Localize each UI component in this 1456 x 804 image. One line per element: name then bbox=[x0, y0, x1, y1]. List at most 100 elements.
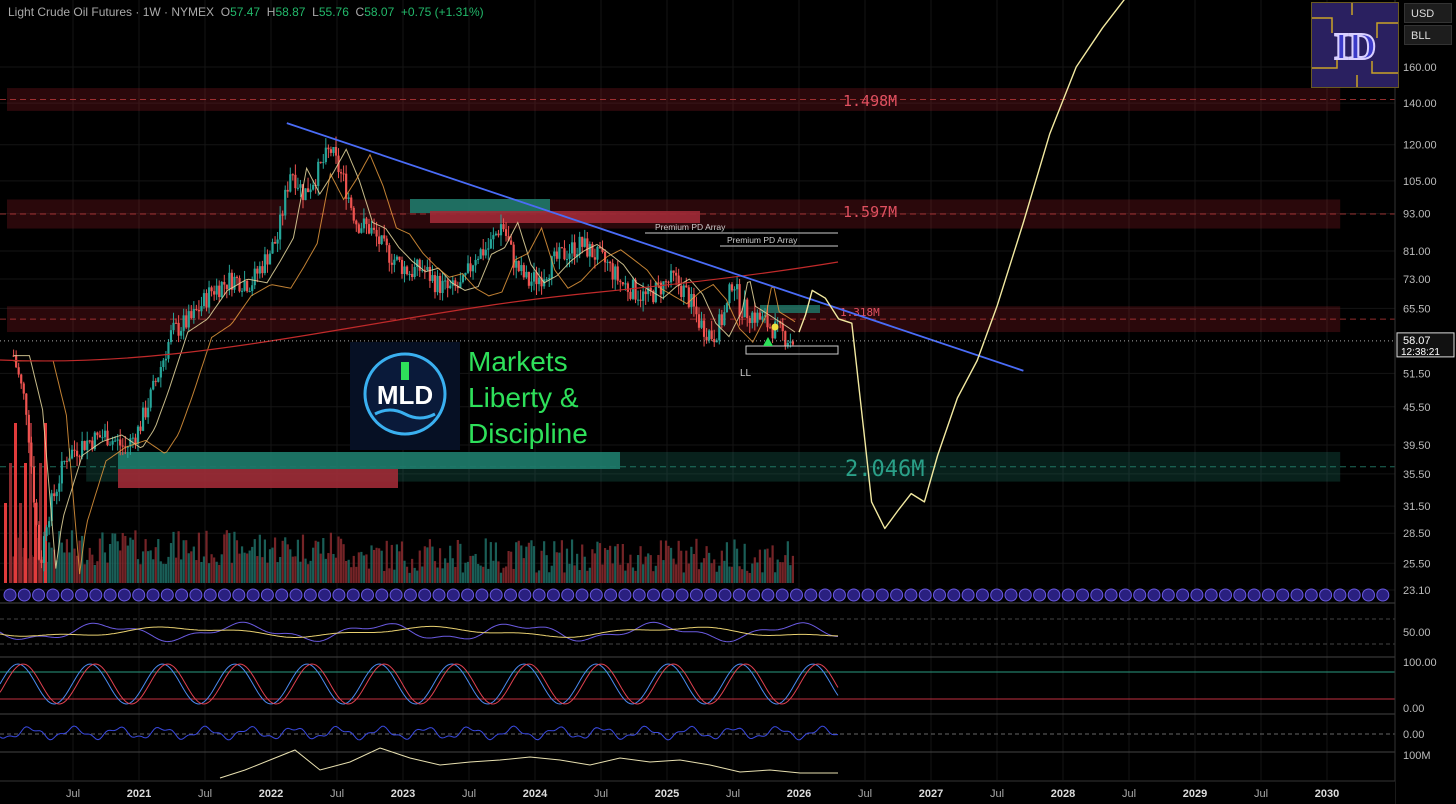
candle-body bbox=[771, 327, 774, 339]
candle-body bbox=[598, 246, 602, 249]
candle-body bbox=[558, 247, 561, 259]
candle-body bbox=[334, 147, 338, 156]
candle-body bbox=[713, 338, 716, 343]
candle-body bbox=[253, 268, 256, 286]
ma-fast-line bbox=[13, 148, 796, 569]
time-tick-label: Jul bbox=[858, 788, 872, 800]
volume-bar bbox=[240, 546, 244, 583]
volume-bar bbox=[459, 543, 462, 583]
candle-body bbox=[784, 331, 787, 346]
volume-bar bbox=[449, 545, 452, 583]
volume-bar bbox=[702, 558, 706, 583]
volume-bar bbox=[768, 557, 772, 583]
candle-body bbox=[106, 430, 109, 446]
volume-bar bbox=[537, 570, 541, 583]
event-marker-icon bbox=[518, 588, 532, 602]
candle-body bbox=[403, 266, 406, 274]
volume-bar bbox=[697, 569, 701, 583]
volume-bar bbox=[50, 547, 53, 583]
candle-body bbox=[459, 282, 462, 289]
volume-bar bbox=[713, 559, 716, 583]
event-marker-icon bbox=[1004, 588, 1018, 602]
volume-bar bbox=[78, 540, 81, 583]
volume-bar bbox=[741, 569, 744, 583]
unit-badge[interactable]: BLL bbox=[1404, 25, 1452, 45]
candle-body bbox=[114, 440, 117, 442]
volume-bar bbox=[576, 553, 579, 583]
candle-body bbox=[180, 330, 183, 336]
candle-body bbox=[73, 449, 76, 451]
volume-bar bbox=[675, 564, 678, 583]
candle-body bbox=[139, 426, 142, 431]
candle-body bbox=[586, 238, 589, 257]
candle-body bbox=[669, 270, 673, 283]
volume-bar bbox=[12, 556, 15, 583]
volume-bar bbox=[329, 532, 333, 583]
event-marker-icon bbox=[675, 588, 689, 602]
candle-body bbox=[362, 218, 366, 229]
volume-bar bbox=[306, 564, 310, 583]
volume-bar bbox=[116, 541, 119, 583]
event-marker-icon bbox=[961, 588, 975, 602]
volume-bar bbox=[408, 572, 411, 583]
candle-body bbox=[327, 147, 330, 150]
candle-body bbox=[210, 287, 213, 292]
candle-body bbox=[60, 461, 63, 484]
candle-body bbox=[550, 256, 553, 278]
volume-bar bbox=[225, 530, 228, 583]
symbol-header: Light Crude Oil Futures · 1W · NYMEX O57… bbox=[8, 5, 484, 19]
time-axis[interactable]: Jul 2021 Jul 2022 Jul 2023 Jul 2024 Jul 2025 Jul 20… bbox=[0, 780, 1395, 804]
candle-body bbox=[479, 249, 482, 259]
volume-bar bbox=[479, 565, 482, 583]
volume-bar bbox=[548, 572, 551, 583]
volume-bar bbox=[268, 549, 272, 583]
volume-bar bbox=[624, 570, 627, 583]
candle-body bbox=[504, 229, 508, 236]
volume-bar bbox=[672, 558, 675, 583]
candle-body bbox=[164, 358, 168, 361]
candle-body bbox=[172, 322, 175, 331]
volume-bar bbox=[121, 532, 124, 583]
candle-body bbox=[177, 322, 180, 336]
candle-body bbox=[63, 460, 66, 462]
event-marker-icon bbox=[1319, 588, 1333, 602]
candle-body bbox=[685, 285, 688, 288]
candle-body bbox=[662, 281, 665, 295]
candle-body bbox=[395, 256, 399, 260]
candle-body bbox=[494, 233, 498, 236]
volume-bar bbox=[9, 463, 12, 583]
candle-body bbox=[474, 259, 477, 266]
price-axis[interactable]: 160.00 140.00 120.00 105.00 93.00 81.00 73.00 6… bbox=[1394, 0, 1456, 804]
volume-bar bbox=[200, 561, 203, 583]
event-marker-icon bbox=[318, 588, 332, 602]
candle-body bbox=[50, 493, 53, 522]
candle-body bbox=[677, 275, 680, 286]
candle-body bbox=[530, 281, 533, 286]
candle-body bbox=[781, 323, 784, 332]
volume-bar bbox=[522, 558, 525, 583]
volume-bar bbox=[591, 549, 594, 583]
event-marker-icon bbox=[933, 588, 946, 602]
mld-logo: MLD bbox=[350, 342, 460, 450]
volume-bar bbox=[718, 565, 721, 583]
volume-bar bbox=[317, 541, 320, 583]
volume-bar bbox=[319, 553, 322, 583]
volume-bar bbox=[746, 570, 749, 583]
volume-bar bbox=[456, 539, 459, 583]
volume-bar bbox=[182, 540, 185, 583]
candle-body bbox=[390, 262, 393, 265]
volume-bar bbox=[438, 548, 442, 583]
volume-bar bbox=[649, 555, 652, 583]
candle-body bbox=[134, 437, 137, 444]
event-marker-icon bbox=[575, 588, 589, 602]
candle-body bbox=[649, 287, 652, 291]
candle-body bbox=[588, 244, 591, 257]
close-value: 58.07 bbox=[364, 5, 395, 19]
candle-body bbox=[710, 330, 713, 339]
ll-box bbox=[745, 345, 839, 355]
event-marker-icon bbox=[804, 588, 818, 602]
mld-emblem-icon: MLD bbox=[363, 352, 447, 436]
currency-badge[interactable]: USD bbox=[1404, 3, 1452, 23]
candle-body bbox=[20, 374, 23, 384]
